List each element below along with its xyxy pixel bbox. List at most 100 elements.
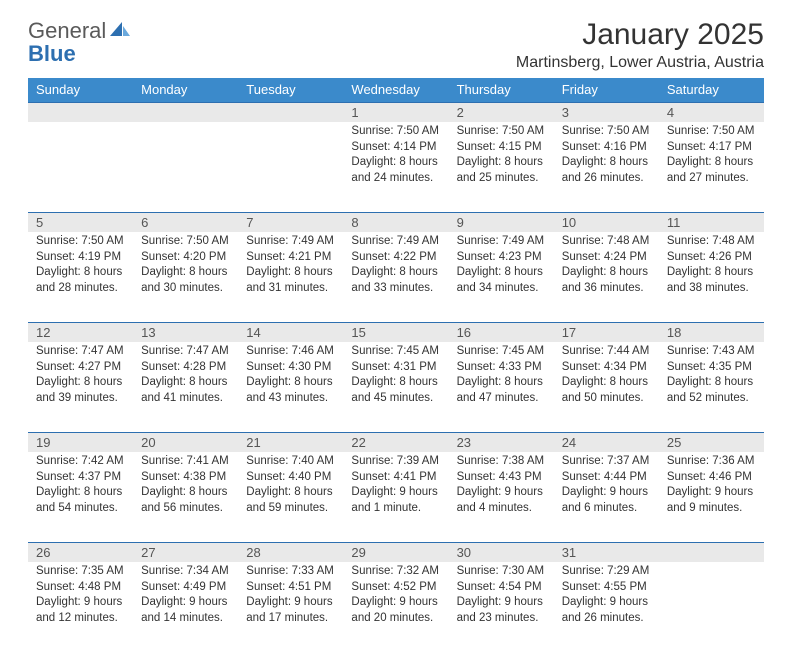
daylight-text-1: Daylight: 8 hours [246,375,335,391]
sunrise-text: Sunrise: 7:34 AM [141,564,230,580]
sunrise-text: Sunrise: 7:42 AM [36,454,125,470]
sunrise-text: Sunrise: 7:50 AM [562,124,651,140]
day-number-cell: 1 [343,102,448,122]
sunrise-text: Sunrise: 7:45 AM [457,344,546,360]
day-content-cell: Sunrise: 7:44 AMSunset: 4:34 PMDaylight:… [554,342,659,432]
day-content-cell: Sunrise: 7:47 AMSunset: 4:27 PMDaylight:… [28,342,133,432]
day-number-cell: 3 [554,102,659,122]
weekday-header: Tuesday [238,78,343,102]
day-number-row: 567891011 [28,212,764,232]
daylight-text-1: Daylight: 8 hours [667,375,756,391]
day-number-cell: 23 [449,432,554,452]
day-content-cell: Sunrise: 7:38 AMSunset: 4:43 PMDaylight:… [449,452,554,542]
daylight-text-2: and 23 minutes. [457,611,546,627]
day-content-cell [133,122,238,212]
day-number-cell: 8 [343,212,448,232]
sunset-text: Sunset: 4:21 PM [246,250,335,266]
daylight-text-2: and 34 minutes. [457,281,546,297]
weekday-header: Sunday [28,78,133,102]
daylight-text-2: and 26 minutes. [562,611,651,627]
day-content-cell: Sunrise: 7:32 AMSunset: 4:52 PMDaylight:… [343,562,448,652]
day-content-cell: Sunrise: 7:43 AMSunset: 4:35 PMDaylight:… [659,342,764,432]
sunrise-text: Sunrise: 7:43 AM [667,344,756,360]
day-number-cell: 26 [28,542,133,562]
daylight-text-1: Daylight: 9 hours [246,595,335,611]
day-number-cell [133,102,238,122]
day-number-cell: 28 [238,542,343,562]
sunset-text: Sunset: 4:28 PM [141,360,230,376]
weekday-header: Friday [554,78,659,102]
day-number-cell: 16 [449,322,554,342]
sunset-text: Sunset: 4:17 PM [667,140,756,156]
day-number-cell: 25 [659,432,764,452]
sunset-text: Sunset: 4:24 PM [562,250,651,266]
logo-text-general: General [28,18,106,43]
day-content-cell [238,122,343,212]
sunrise-text: Sunrise: 7:49 AM [246,234,335,250]
day-content-row: Sunrise: 7:50 AMSunset: 4:14 PMDaylight:… [28,122,764,212]
sunrise-text: Sunrise: 7:29 AM [562,564,651,580]
weekday-header: Saturday [659,78,764,102]
daylight-text-1: Daylight: 8 hours [351,155,440,171]
sunset-text: Sunset: 4:14 PM [351,140,440,156]
sunset-text: Sunset: 4:44 PM [562,470,651,486]
daylight-text-1: Daylight: 9 hours [457,485,546,501]
sunset-text: Sunset: 4:23 PM [457,250,546,266]
day-number-cell: 11 [659,212,764,232]
day-number-row: 262728293031 [28,542,764,562]
sunrise-text: Sunrise: 7:36 AM [667,454,756,470]
day-number-cell: 9 [449,212,554,232]
daylight-text-1: Daylight: 8 hours [141,375,230,391]
daylight-text-2: and 52 minutes. [667,391,756,407]
day-number-cell [238,102,343,122]
weekday-header: Thursday [449,78,554,102]
daylight-text-2: and 27 minutes. [667,171,756,187]
sunrise-text: Sunrise: 7:50 AM [36,234,125,250]
sunrise-text: Sunrise: 7:41 AM [141,454,230,470]
sunrise-text: Sunrise: 7:45 AM [351,344,440,360]
sunrise-text: Sunrise: 7:46 AM [246,344,335,360]
daylight-text-1: Daylight: 8 hours [562,265,651,281]
day-content-row: Sunrise: 7:47 AMSunset: 4:27 PMDaylight:… [28,342,764,432]
day-number-cell: 29 [343,542,448,562]
day-content-cell: Sunrise: 7:48 AMSunset: 4:24 PMDaylight:… [554,232,659,322]
day-content-cell: Sunrise: 7:30 AMSunset: 4:54 PMDaylight:… [449,562,554,652]
daylight-text-1: Daylight: 8 hours [36,265,125,281]
day-content-cell: Sunrise: 7:50 AMSunset: 4:17 PMDaylight:… [659,122,764,212]
daylight-text-1: Daylight: 8 hours [457,155,546,171]
day-content-cell: Sunrise: 7:35 AMSunset: 4:48 PMDaylight:… [28,562,133,652]
daylight-text-1: Daylight: 9 hours [667,485,756,501]
daylight-text-2: and 56 minutes. [141,501,230,517]
day-content-cell: Sunrise: 7:36 AMSunset: 4:46 PMDaylight:… [659,452,764,542]
sunrise-text: Sunrise: 7:44 AM [562,344,651,360]
sunrise-text: Sunrise: 7:30 AM [457,564,546,580]
day-number-cell: 27 [133,542,238,562]
daylight-text-1: Daylight: 8 hours [667,155,756,171]
daylight-text-1: Daylight: 8 hours [562,155,651,171]
daylight-text-2: and 25 minutes. [457,171,546,187]
daylight-text-2: and 14 minutes. [141,611,230,627]
sunrise-text: Sunrise: 7:49 AM [351,234,440,250]
day-number-cell: 18 [659,322,764,342]
day-content-cell: Sunrise: 7:50 AMSunset: 4:14 PMDaylight:… [343,122,448,212]
sunrise-text: Sunrise: 7:37 AM [562,454,651,470]
daylight-text-2: and 47 minutes. [457,391,546,407]
day-number-cell: 13 [133,322,238,342]
sunrise-text: Sunrise: 7:48 AM [667,234,756,250]
calendar-table: Sunday Monday Tuesday Wednesday Thursday… [28,78,764,652]
day-content-cell: Sunrise: 7:46 AMSunset: 4:30 PMDaylight:… [238,342,343,432]
sunrise-text: Sunrise: 7:50 AM [351,124,440,140]
daylight-text-1: Daylight: 9 hours [351,485,440,501]
sunrise-text: Sunrise: 7:38 AM [457,454,546,470]
sunset-text: Sunset: 4:55 PM [562,580,651,596]
daylight-text-1: Daylight: 9 hours [36,595,125,611]
header: General Blue January 2025 Martinsberg, L… [28,18,764,72]
daylight-text-1: Daylight: 8 hours [351,375,440,391]
daylight-text-2: and 30 minutes. [141,281,230,297]
day-content-cell: Sunrise: 7:50 AMSunset: 4:19 PMDaylight:… [28,232,133,322]
daylight-text-1: Daylight: 9 hours [457,595,546,611]
day-content-cell: Sunrise: 7:34 AMSunset: 4:49 PMDaylight:… [133,562,238,652]
day-number-cell: 21 [238,432,343,452]
daylight-text-2: and 36 minutes. [562,281,651,297]
day-content-cell [28,122,133,212]
